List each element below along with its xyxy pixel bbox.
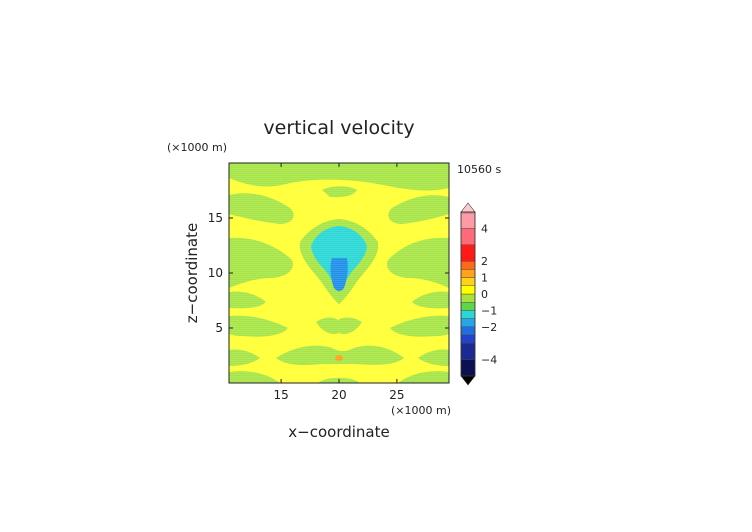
colorbar-tick-label: 0 — [481, 288, 488, 301]
colorbar-swatch — [460, 334, 476, 344]
colorbar-swatch — [460, 285, 476, 295]
colorbar-tick-label: −4 — [481, 354, 497, 367]
colorbar-swatch — [460, 343, 476, 360]
colorbar-max-arrow — [460, 202, 476, 213]
x-tick-label: 25 — [389, 388, 404, 402]
x-tick-label: 15 — [273, 388, 288, 402]
colorbar-swatch — [460, 293, 476, 303]
colorbar-swatch — [460, 269, 476, 278]
x-axis-label: x−coordinate — [288, 423, 389, 441]
colorbar-tick-label: 2 — [481, 255, 488, 268]
colorbar-tick-label: 1 — [481, 272, 488, 285]
colorbar-swatch — [460, 244, 476, 262]
y-axis-label: z−coordinate — [183, 223, 201, 323]
colorbar-tick-label: −2 — [481, 321, 497, 334]
colorbar-swatch — [460, 228, 476, 245]
contour-field — [229, 163, 449, 383]
colorbar-swatch — [460, 261, 476, 270]
x-axis-ticks: 15 20 25 — [273, 163, 405, 402]
colorbar: 4 2 1 0 −1 −2 −4 — [460, 202, 497, 386]
colorbar-swatch — [460, 318, 476, 328]
time-label: 10560 s — [457, 163, 501, 176]
colorbar-swatch — [460, 326, 476, 336]
colorbar-tick-label: 4 — [481, 222, 488, 235]
colorbar-min-arrow — [460, 375, 476, 386]
y-unit-label: (×1000 m) — [167, 141, 227, 154]
colorbar-swatch — [460, 359, 476, 377]
colorbar-swatch — [460, 211, 476, 229]
y-tick-label: 15 — [208, 211, 223, 225]
x-unit-label: (×1000 m) — [391, 404, 451, 417]
colorbar-tick-label: −1 — [481, 304, 497, 317]
scanline-texture — [229, 163, 449, 383]
colorbar-swatch — [460, 302, 476, 311]
y-axis-ticks: 5 10 15 — [208, 211, 449, 335]
chart-title: vertical velocity — [263, 117, 414, 139]
y-tick-label: 5 — [215, 321, 223, 335]
colorbar-frame — [460, 211, 476, 377]
colorbar-swatch — [460, 277, 476, 287]
y-tick-label: 10 — [208, 266, 223, 280]
colorbar-swatch — [460, 310, 476, 319]
x-tick-label: 20 — [331, 388, 346, 402]
